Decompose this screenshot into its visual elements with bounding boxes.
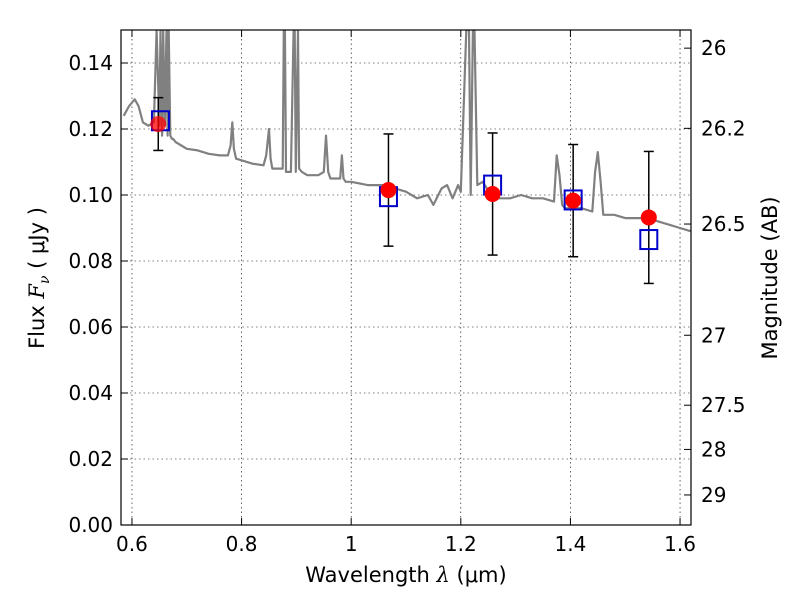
x-tick-label: 1.4 bbox=[555, 532, 587, 556]
right-tick-label: 28 bbox=[701, 437, 726, 461]
x-tick-label: 0.6 bbox=[116, 532, 148, 556]
y-axis-ticks: 0.00 0.02 0.04 0.06 0.08 0.10 0.12 0.14 bbox=[68, 51, 128, 537]
x-tick-label: 1.2 bbox=[445, 532, 477, 556]
model-photometry-point bbox=[563, 189, 583, 211]
x-tick-label: 1 bbox=[345, 532, 358, 556]
right-tick-label: 29 bbox=[701, 483, 726, 507]
y-tick-label: 0.14 bbox=[68, 51, 113, 75]
right-tick-label: 26 bbox=[701, 36, 726, 60]
right-tick-label: 27 bbox=[701, 323, 726, 347]
y-tick-label: 0.00 bbox=[68, 513, 113, 537]
model-sed-line bbox=[122, 30, 691, 233]
model-photometry-point bbox=[639, 229, 659, 251]
grid bbox=[121, 30, 691, 525]
observed-photometry-point bbox=[565, 192, 582, 209]
y-tick-label: 0.04 bbox=[68, 381, 113, 405]
observed-photometry-series bbox=[150, 116, 657, 226]
y-tick-label: 0.12 bbox=[68, 117, 113, 141]
right-tick-label: 26.5 bbox=[701, 212, 746, 236]
observed-photometry-point bbox=[484, 186, 501, 203]
right-tick-label: 27.5 bbox=[701, 393, 746, 417]
x-axis-label: Wavelength λ (μm) bbox=[305, 563, 506, 587]
right-tick-label: 26.2 bbox=[701, 116, 746, 140]
plot-frame bbox=[120, 29, 692, 526]
model-sed-series bbox=[122, 30, 691, 233]
x-tick-label: 1.6 bbox=[664, 532, 696, 556]
y-tick-label: 0.08 bbox=[68, 249, 113, 273]
y-tick-label: 0.06 bbox=[68, 315, 113, 339]
observed-photometry-point bbox=[150, 116, 167, 133]
x-axis-ticks: 0.6 0.8 1 1.2 1.4 1.6 bbox=[116, 30, 696, 556]
y-tick-label: 0.02 bbox=[68, 447, 113, 471]
right-axis-ticks: 26 26.2 26.5 27 27.5 28 29 bbox=[684, 36, 746, 507]
x-tick-label: 0.8 bbox=[226, 532, 258, 556]
error-bars bbox=[153, 96, 654, 285]
observed-photometry-point bbox=[380, 182, 397, 199]
y-axis-label: Flux Fν ( μJy ) bbox=[25, 207, 53, 349]
y-tick-label: 0.10 bbox=[68, 183, 113, 207]
observed-photometry-point bbox=[640, 209, 657, 226]
right-axis-label: Magnitude (AB) bbox=[758, 196, 782, 359]
